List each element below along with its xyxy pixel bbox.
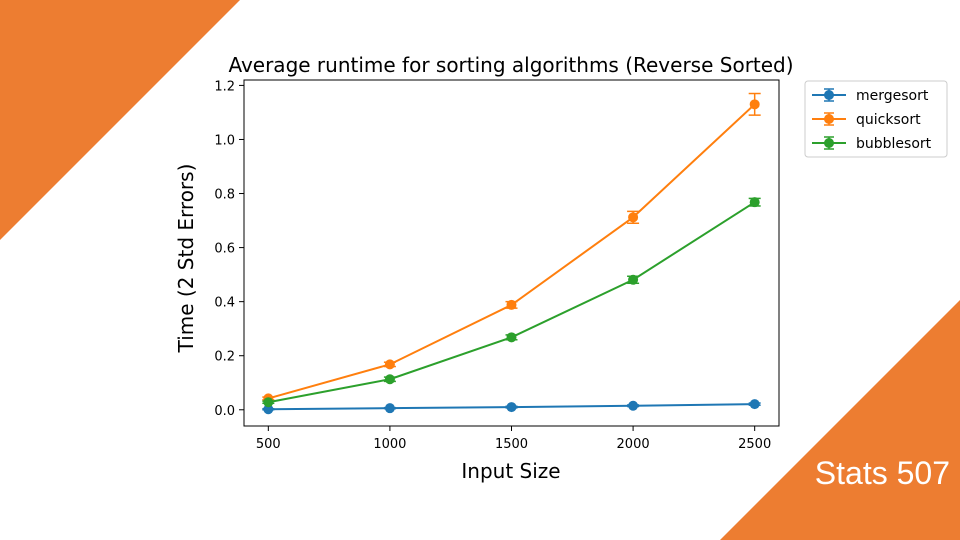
x-tick-label: 500	[256, 437, 281, 452]
series-quicksort	[262, 92, 761, 404]
data-point	[263, 397, 274, 408]
legend-label: quicksort	[856, 112, 921, 128]
top-left-triangle	[0, 0, 240, 240]
legend-marker	[824, 138, 834, 148]
series-mergesort	[262, 399, 761, 415]
data-point	[628, 274, 639, 285]
x-tick-label: 2500	[738, 437, 771, 452]
data-point	[384, 374, 395, 385]
legend-label: bubblesort	[856, 136, 932, 152]
legend-marker	[824, 114, 834, 124]
data-point	[506, 299, 517, 310]
data-point	[628, 212, 639, 223]
y-tick-label: 1.2	[214, 79, 235, 94]
y-tick-label: 1.0	[214, 133, 235, 148]
x-axis-label: Input Size	[461, 459, 560, 483]
data-point	[263, 404, 274, 415]
x-tick-label: 2000	[617, 437, 650, 452]
legend-marker	[824, 90, 834, 100]
legend-item-bubblesort: bubblesort	[812, 136, 932, 152]
x-tick-label: 1500	[495, 437, 528, 452]
legend-box	[804, 80, 948, 158]
legend-item-quicksort: quicksort	[812, 112, 921, 128]
data-point	[506, 332, 517, 343]
x-tick-label: 1000	[373, 437, 406, 452]
data-point	[749, 197, 760, 208]
y-tick-label: 0.6	[214, 242, 235, 257]
brand-label: Stats 507	[814, 455, 950, 491]
y-tick-label: 0.4	[214, 296, 235, 311]
plot-area: 500 1000 1500 2000 2500 0.0 0.2 0.4 0.6 0.8 1.0 1.2	[214, 79, 780, 452]
data-point	[749, 399, 760, 410]
y-axis-label: Time (2 Std Errors)	[174, 164, 198, 354]
y-tick-label: 0.2	[214, 350, 235, 365]
data-point	[384, 403, 395, 414]
data-point	[384, 359, 395, 370]
data-point	[749, 99, 760, 110]
data-point	[506, 402, 517, 413]
legend: mergesort quicksort bubblesort	[804, 80, 948, 158]
data-point	[628, 400, 639, 411]
bottom-right-triangle	[720, 300, 960, 540]
axes-frame	[243, 79, 780, 427]
series-line	[268, 103, 756, 400]
legend-item-mergesort: mergesort	[812, 88, 929, 104]
y-tick-label: 0.8	[214, 188, 235, 203]
legend-label: mergesort	[856, 88, 929, 104]
chart-title: Average runtime for sorting algorithms (…	[228, 53, 793, 77]
series-bubblesort	[262, 197, 761, 408]
y-tick-label: 0.0	[214, 404, 235, 419]
